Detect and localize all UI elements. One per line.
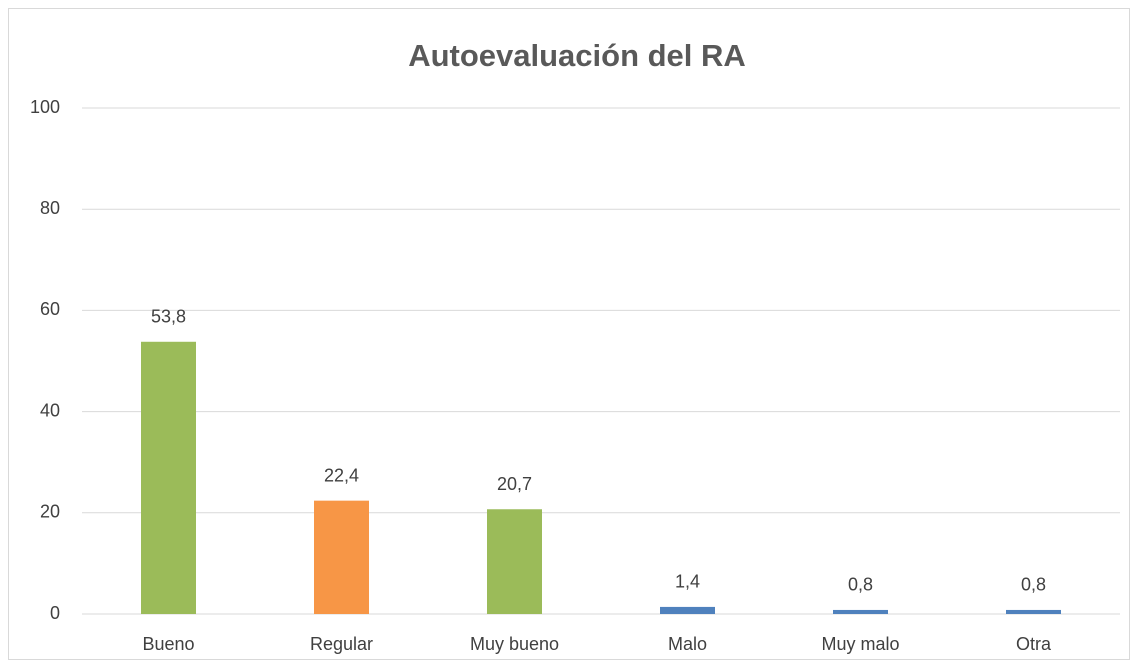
bar xyxy=(314,500,369,614)
y-tick-label: 0 xyxy=(50,603,60,623)
x-tick-label: Bueno xyxy=(142,634,194,654)
x-tick-label: Muy bueno xyxy=(470,634,559,654)
x-tick-label: Regular xyxy=(310,634,373,654)
y-tick-label: 100 xyxy=(30,97,60,117)
x-tick-label: Muy malo xyxy=(821,634,899,654)
y-tick-label: 40 xyxy=(40,400,60,420)
bar xyxy=(1006,609,1061,614)
bar xyxy=(660,606,715,614)
bar xyxy=(487,509,542,614)
data-label: 22,4 xyxy=(324,465,359,485)
data-label: 20,7 xyxy=(497,474,532,494)
chart-title: Autoevaluación del RA xyxy=(408,38,746,73)
x-tick-label: Otra xyxy=(1016,634,1052,654)
bar xyxy=(141,341,196,614)
y-tick-label: 60 xyxy=(40,299,60,319)
data-label: 53,8 xyxy=(151,307,186,327)
data-label: 0,8 xyxy=(848,575,873,595)
data-label: 1,4 xyxy=(675,572,700,592)
x-tick-label: Malo xyxy=(668,634,707,654)
data-label: 0,8 xyxy=(1021,575,1046,595)
y-tick-label: 80 xyxy=(40,198,60,218)
y-tick-label: 20 xyxy=(40,502,60,522)
bar xyxy=(833,609,888,614)
